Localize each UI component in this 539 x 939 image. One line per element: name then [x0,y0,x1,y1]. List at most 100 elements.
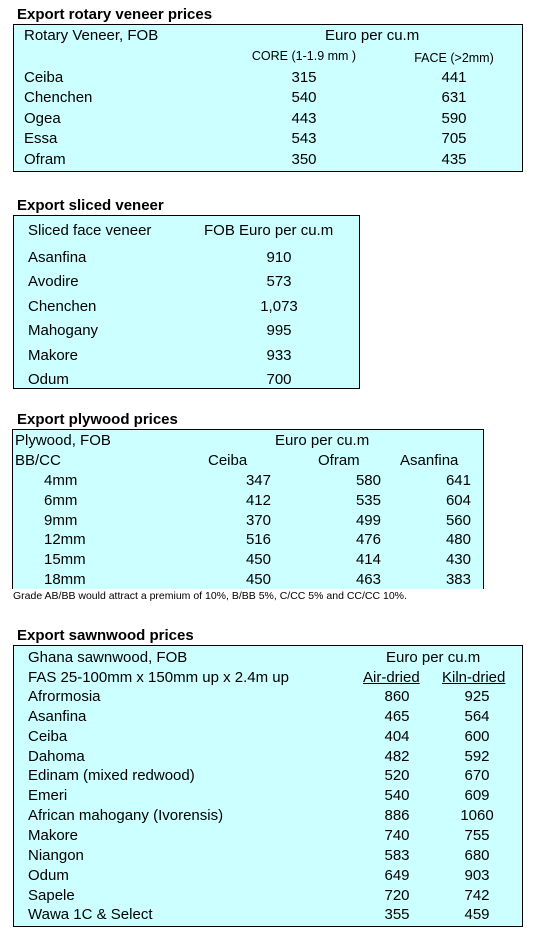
plywood-title: Export plywood prices [17,411,178,428]
rotary-col-core: CORE (1-1.9 mm ) [251,49,357,63]
sawn-row-name: Emeri [28,787,68,805]
sawn-row-kiln: 459 [464,906,490,924]
sawn-row-name: African mahogany (Ivorensis) [28,807,224,825]
rotary-row-core: 315 [291,69,317,86]
plywood-row-asanfina: 604 [445,491,471,509]
sawn-row-name: Sapele [28,886,75,904]
plywood-row-ceiba: 516 [245,531,271,549]
rotary-title: Export rotary veneer prices [17,6,213,23]
rotary-row-name: Ogea [24,109,61,127]
plywood-row-size: 4mm [44,472,78,489]
sawn-row-kiln: 592 [464,747,490,765]
sawn-row-air: 404 [384,727,410,745]
plywood-row-ofram: 535 [355,491,381,509]
sliced-title: Export sliced veneer [17,197,164,214]
sawn-row-kiln: 925 [464,688,490,705]
plywood-row-size: 15mm [44,551,86,569]
sawn-row-air: 465 [384,707,410,725]
rotary-row-face: 590 [441,109,467,127]
rotary-col-face: FACE (>2mm) [414,51,494,65]
sliced-row-value: 573 [266,273,292,291]
sawn-col-air: Air-dried [363,669,420,686]
sliced-row-value: 933 [266,346,292,364]
plywood-row-ofram: 499 [355,511,381,529]
sawn-row-kiln: 670 [464,767,490,785]
sawn-header-right: Euro per cu.m [386,649,481,666]
plywood-col-asanfina: Asanfina [400,452,459,469]
sawn-row-name: Asanfina [28,707,87,725]
sawn-row-air: 649 [384,866,410,884]
sawn-row-kiln: 1060 [460,807,494,825]
sliced-row-value: 995 [266,322,292,340]
sliced-row-name: Mahogany [28,322,99,340]
plywood-row-ceiba: 347 [245,472,271,489]
plywood-row-ofram: 580 [355,472,381,489]
sawn-row-air: 540 [384,787,410,805]
sawn-title: Export sawnwood prices [17,627,194,644]
sawn-row-name: Afrormosia [28,688,101,705]
sliced-row-name: Asanfina [28,249,87,266]
rotary-table: Rotary Veneer, FOB Euro per cu.m CORE (1… [13,24,523,172]
rotary-row-face: 435 [441,150,467,168]
sawn-row-kiln: 564 [464,707,490,725]
rotary-row-face: 631 [441,89,467,107]
rotary-header-right: Euro per cu.m [325,27,420,44]
sawn-row-name: Makore [28,826,79,844]
sawn-row-air: 886 [384,807,410,825]
sliced-row-value: 700 [266,371,292,388]
sawn-row-kiln: 600 [464,727,490,745]
sliced-row-value: 910 [266,249,292,266]
sawn-row-name: Wawa 1C & Select [28,906,153,924]
sawn-row-name: Dahoma [28,747,85,765]
rotary-row-face: 441 [441,69,467,86]
sawn-row-kiln: 742 [464,886,490,904]
sawn-row-air: 482 [384,747,410,765]
plywood-row-ceiba: 450 [245,571,271,588]
plywood-row-asanfina: 480 [445,531,471,549]
sawn-row-air: 520 [384,767,410,785]
sliced-row-name: Chenchen [28,297,97,315]
plywood-col-ofram: Ofram [318,452,360,469]
plywood-row-ofram: 414 [355,551,381,569]
sawn-row-air: 583 [384,846,410,864]
sawn-header-left: Ghana sawnwood, FOB [28,649,188,666]
rotary-row-core: 540 [291,89,317,107]
sliced-header-left: Sliced face veneer [28,222,152,239]
sawn-row-kiln: 755 [464,826,490,844]
sliced-row-name: Odum [28,371,69,388]
plywood-row-asanfina: 430 [445,551,471,569]
rotary-row-name: Essa [24,130,58,148]
plywood-note: Grade AB/BB would attract a premium of 1… [13,590,407,602]
rotary-row-name: Ceiba [24,69,64,86]
sawn-sub-left: FAS 25-100mm x 150mm up x 2.4m up [28,669,289,686]
plywood-row-size: 12mm [44,531,86,549]
rotary-row-name: Ofram [24,150,66,168]
plywood-row-size: 18mm [44,571,86,588]
plywood-row-asanfina: 560 [445,511,471,529]
plywood-row-size: 9mm [44,511,78,529]
plywood-row-asanfina: 383 [445,571,471,588]
plywood-row-asanfina: 641 [445,472,471,489]
sawn-row-name: Edinam (mixed redwood) [28,767,195,785]
sawn-row-kiln: 609 [464,787,490,805]
sawn-col-kiln: Kiln-dried [442,669,506,686]
rotary-row-face: 705 [441,130,467,148]
sliced-row-value: 1,073 [260,297,298,315]
plywood-row-ofram: 476 [355,531,381,549]
sawn-row-kiln: 680 [464,846,490,864]
sawn-row-name: Ceiba [28,727,68,745]
rotary-row-core: 350 [291,150,317,168]
sliced-table: Sliced face veneer FOB Euro per cu.m Asa… [13,215,360,389]
plywood-row-ceiba: 370 [245,511,271,529]
plywood-header-left: Plywood, FOB [15,432,111,449]
rotary-row-core: 543 [291,130,317,148]
sawn-row-air: 355 [384,906,410,924]
plywood-row-size: 6mm [44,491,78,509]
plywood-col-ceiba: Ceiba [208,452,248,469]
sliced-header-right: FOB Euro per cu.m [204,222,334,239]
sawn-row-name: Odum [28,866,69,884]
rotary-row-core: 443 [291,109,317,127]
plywood-row-ceiba: 412 [245,491,271,509]
plywood-table: Plywood, FOB Euro per cu.m BB/CC Ceiba O… [12,429,484,589]
sawn-row-air: 740 [384,826,410,844]
